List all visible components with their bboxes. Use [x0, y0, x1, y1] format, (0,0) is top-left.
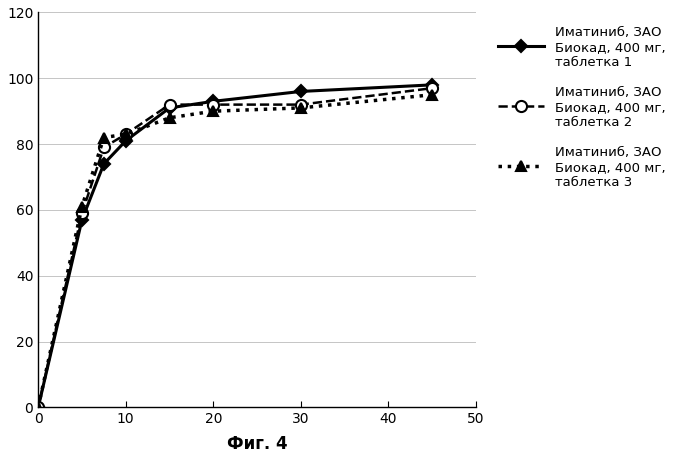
Иматиниб, ЗАО
Биокад, 400 мг,
таблетка 1: [78, 217, 86, 223]
Иматиниб, ЗАО
Биокад, 400 мг,
таблетка 1: [99, 161, 108, 167]
Иматиниб, ЗАО
Биокад, 400 мг,
таблетка 2: [34, 405, 43, 410]
Иматиниб, ЗАО
Биокад, 400 мг,
таблетка 1: [428, 82, 436, 88]
Line: Иматиниб, ЗАО
Биокад, 400 мг,
таблетка 1: Иматиниб, ЗАО Биокад, 400 мг, таблетка 1: [34, 81, 436, 412]
Иматиниб, ЗАО
Биокад, 400 мг,
таблетка 3: [209, 108, 218, 114]
Иматиниб, ЗАО
Биокад, 400 мг,
таблетка 2: [165, 102, 174, 107]
Иматиниб, ЗАО
Биокад, 400 мг,
таблетка 1: [209, 99, 218, 104]
X-axis label: Фиг. 4: Фиг. 4: [227, 435, 288, 453]
Иматиниб, ЗАО
Биокад, 400 мг,
таблетка 2: [428, 85, 436, 91]
Иматиниб, ЗАО
Биокад, 400 мг,
таблетка 1: [34, 405, 43, 410]
Иматиниб, ЗАО
Биокад, 400 мг,
таблетка 1: [165, 105, 174, 111]
Иматиниб, ЗАО
Биокад, 400 мг,
таблетка 2: [209, 102, 218, 107]
Line: Иматиниб, ЗАО
Биокад, 400 мг,
таблетка 2: Иматиниб, ЗАО Биокад, 400 мг, таблетка 2: [33, 82, 437, 413]
Иматиниб, ЗАО
Биокад, 400 мг,
таблетка 3: [297, 105, 305, 111]
Иматиниб, ЗАО
Биокад, 400 мг,
таблетка 2: [122, 131, 130, 137]
Legend: Иматиниб, ЗАО
Биокад, 400 мг,
таблетка 1, Иматиниб, ЗАО
Биокад, 400 мг,
таблетка: Иматиниб, ЗАО Биокад, 400 мг, таблетка 1…: [491, 19, 672, 195]
Иматиниб, ЗАО
Биокад, 400 мг,
таблетка 3: [122, 131, 130, 137]
Иматиниб, ЗАО
Биокад, 400 мг,
таблетка 1: [297, 89, 305, 94]
Иматиниб, ЗАО
Биокад, 400 мг,
таблетка 3: [99, 135, 108, 140]
Иматиниб, ЗАО
Биокад, 400 мг,
таблетка 3: [34, 405, 43, 410]
Иматиниб, ЗАО
Биокад, 400 мг,
таблетка 2: [297, 102, 305, 107]
Иматиниб, ЗАО
Биокад, 400 мг,
таблетка 2: [99, 144, 108, 150]
Line: Иматиниб, ЗАО
Биокад, 400 мг,
таблетка 3: Иматиниб, ЗАО Биокад, 400 мг, таблетка 3: [34, 90, 437, 412]
Иматиниб, ЗАО
Биокад, 400 мг,
таблетка 1: [122, 138, 130, 144]
Иматиниб, ЗАО
Биокад, 400 мг,
таблетка 3: [78, 204, 86, 209]
Иматиниб, ЗАО
Биокад, 400 мг,
таблетка 3: [165, 115, 174, 120]
Иматиниб, ЗАО
Биокад, 400 мг,
таблетка 3: [428, 92, 436, 98]
Иматиниб, ЗАО
Биокад, 400 мг,
таблетка 2: [78, 211, 86, 216]
